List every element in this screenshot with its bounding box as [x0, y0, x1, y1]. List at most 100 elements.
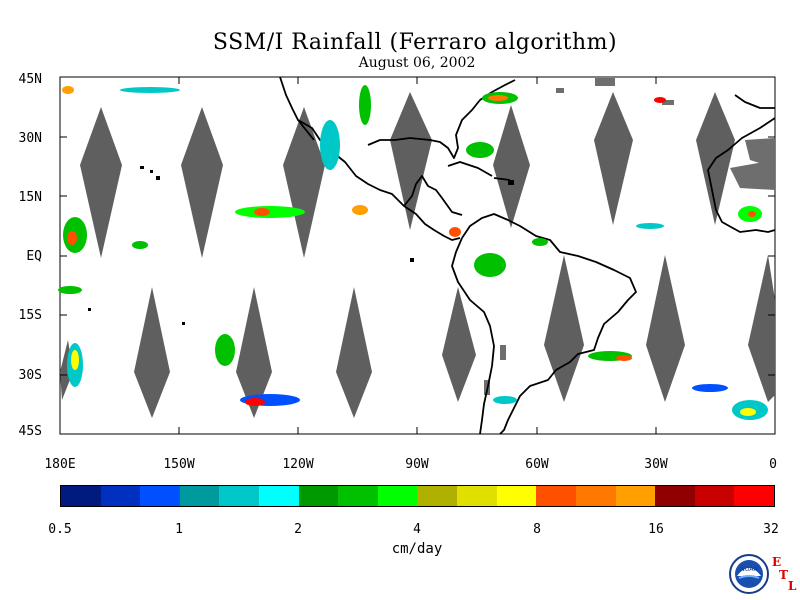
lon-label: 90W	[405, 457, 429, 472]
rain-cell	[532, 238, 548, 246]
coastline-gulf	[403, 175, 463, 216]
rain-cell	[449, 227, 461, 237]
rain-cell	[740, 408, 756, 416]
island	[150, 170, 153, 173]
coastline-europe	[734, 94, 775, 109]
colorbar-label: 2	[294, 522, 302, 537]
rain-cluster	[58, 85, 768, 420]
colorbar-label: 32	[763, 522, 779, 537]
axis-ticks	[59, 76, 776, 435]
rain-cell	[466, 142, 494, 158]
swath-gap	[493, 105, 530, 228]
rain-cell	[488, 95, 508, 101]
island	[88, 308, 91, 311]
lat-label: 45S	[18, 424, 42, 439]
colorbar-segment	[615, 486, 656, 506]
lon-label: 0	[769, 457, 777, 472]
lat-label: 30S	[18, 368, 42, 383]
swath-gap	[442, 287, 476, 402]
coastline-south-america-west	[451, 237, 495, 435]
colorbar	[60, 485, 775, 507]
island	[182, 322, 185, 325]
rain-cell	[654, 97, 666, 103]
colorbar-segment	[100, 486, 141, 506]
land-gray-area	[556, 88, 564, 93]
colorbar-segment	[496, 486, 537, 506]
colorbar-segment	[179, 486, 220, 506]
colorbar-segment	[61, 486, 101, 506]
colorbar-label: 16	[648, 522, 664, 537]
land-gray-area	[662, 100, 674, 105]
swath-gap	[594, 92, 633, 225]
rain-cell	[352, 205, 368, 215]
colorbar-segment	[655, 486, 695, 506]
land-gray-area	[745, 138, 775, 168]
lat-label: 45N	[18, 72, 42, 87]
rain-cell	[748, 211, 756, 217]
rain-cell	[62, 86, 74, 94]
swath-gap	[134, 287, 170, 418]
island	[410, 258, 414, 262]
colorbar-segment	[457, 486, 497, 506]
rain-cell	[254, 208, 270, 216]
colorbar-segment	[298, 486, 339, 506]
rain-cell	[71, 350, 79, 370]
map-title: SSM/I Rainfall (Ferraro algorithm)	[212, 30, 618, 55]
map-date: August 06, 2002	[358, 55, 476, 71]
noaa-logo: NOAA	[729, 554, 769, 594]
colorbar-segment	[377, 486, 418, 506]
swath-gap	[390, 92, 432, 230]
colorbar-label: 1	[175, 522, 183, 537]
coastline-hispaniola	[493, 177, 511, 181]
colorbar-segment	[734, 486, 774, 506]
rain-cell	[359, 85, 371, 125]
colorbar-label: 8	[533, 522, 541, 537]
coastline-africa	[707, 117, 776, 233]
swath-gaps	[60, 92, 775, 418]
lat-label: EQ	[26, 249, 42, 264]
colorbar-segment	[338, 486, 378, 506]
rain-cell	[132, 241, 148, 249]
rain-cell	[616, 355, 632, 361]
colorbar-segment	[140, 486, 180, 506]
colorbar-units: cm/day	[391, 541, 443, 557]
swath-gap	[283, 107, 325, 258]
swath-gap	[646, 255, 685, 402]
lon-label: 120W	[282, 457, 314, 472]
rain-cell	[58, 286, 82, 294]
rainfall-map	[58, 76, 776, 435]
rain-cells	[58, 85, 768, 420]
lon-label: 30W	[644, 457, 668, 472]
lon-label: 150W	[163, 457, 195, 472]
colorbar-segment	[417, 486, 458, 506]
land-gray-area	[595, 78, 615, 86]
lat-label: 15N	[18, 190, 42, 205]
colorbar-segment	[575, 486, 616, 506]
colorbar-label: 0.5	[48, 522, 72, 537]
rain-cell	[493, 396, 517, 404]
islands	[88, 166, 514, 325]
colorbar-segment	[694, 486, 735, 506]
swath-gap	[236, 287, 272, 418]
colorbar-segment	[259, 486, 299, 506]
colorbar-label: 4	[413, 522, 421, 537]
rain-cell	[636, 223, 664, 229]
coastline-south-america	[461, 213, 637, 435]
rain-cell	[120, 87, 180, 93]
coastline-baja	[297, 119, 315, 141]
etl-letter: T	[779, 568, 788, 582]
etl-letter: E	[772, 555, 782, 569]
swath-gap	[748, 255, 775, 402]
colorbar-segment	[536, 486, 576, 506]
island	[140, 166, 144, 169]
lon-label: 180E	[44, 457, 76, 472]
land-gray-area	[730, 160, 775, 190]
swath-gap	[181, 107, 223, 258]
lon-label: 60W	[525, 457, 549, 472]
rain-cell	[245, 398, 265, 406]
noaa-logo-text: NOAA	[740, 566, 758, 573]
island	[156, 176, 160, 180]
colorbar-segment	[219, 486, 260, 506]
etl-letter: L	[788, 579, 797, 593]
coastlines	[279, 76, 776, 435]
